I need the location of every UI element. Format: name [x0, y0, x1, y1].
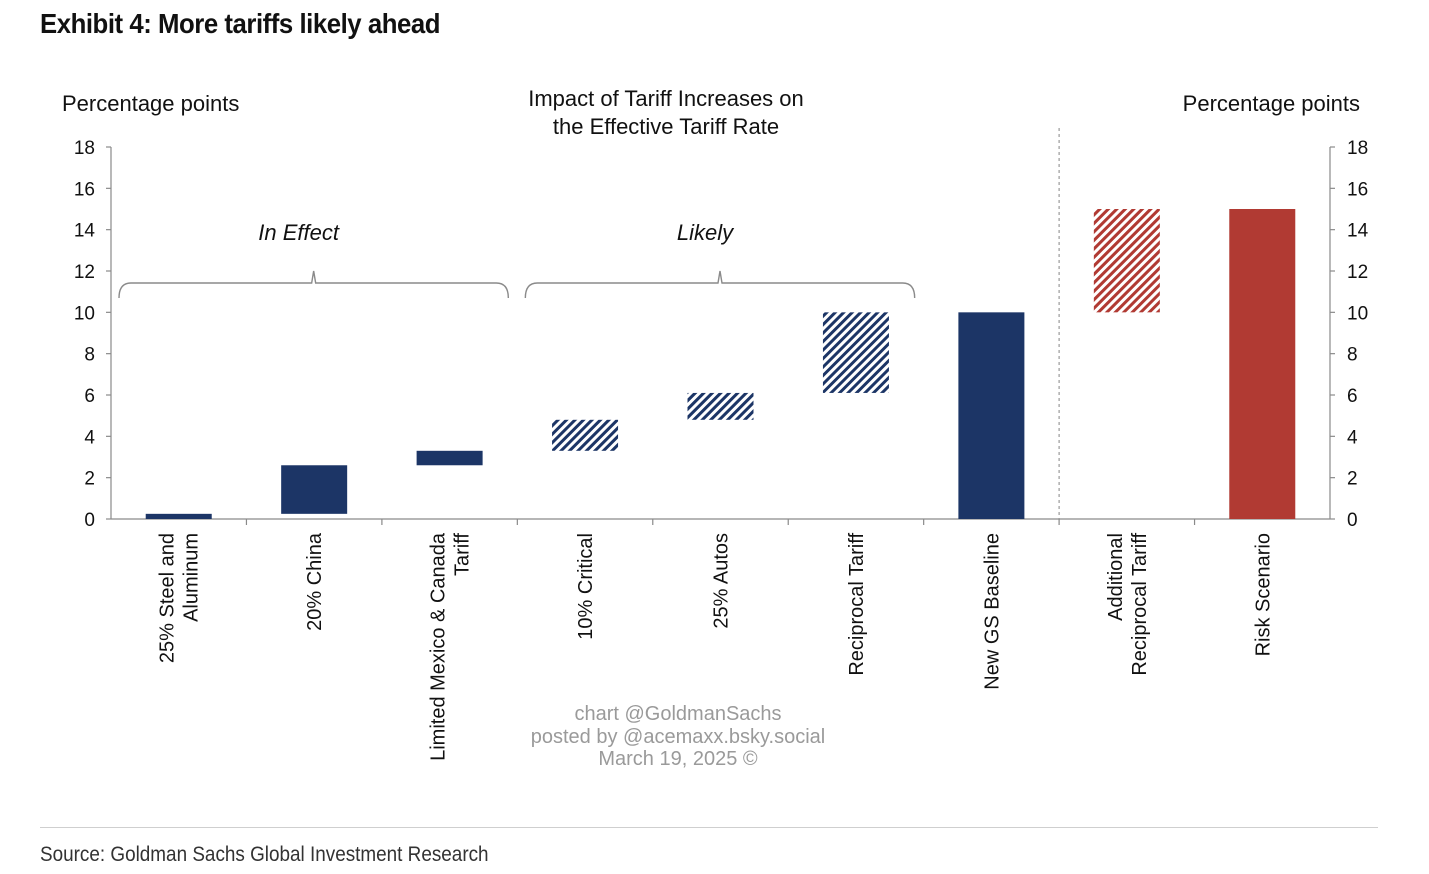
y-tick-label-left: 14	[74, 221, 96, 242]
y-axis-label-left: Percentage points	[62, 91, 239, 116]
y-tick-label-left: 6	[84, 386, 95, 407]
footer-divider	[40, 827, 1378, 828]
bar-6	[822, 312, 889, 393]
y-tick-label-left: 12	[74, 262, 95, 283]
bars	[145, 209, 1296, 519]
category-label: Risk Scenario	[1252, 533, 1274, 656]
y-axis-label-right: Percentage points	[1183, 91, 1360, 116]
watermark: chart @GoldmanSachs posted by @acemaxx.b…	[531, 703, 826, 770]
group-bracket	[118, 270, 510, 299]
bar-9	[1229, 209, 1296, 519]
axes: 0 0 2 2 4 4 6 6 8 8 10 10 12 12 14 14 16 16 18 18	[74, 128, 1369, 531]
category-label: 25% Steel and	[157, 533, 179, 663]
group-label: In Effect	[258, 220, 340, 245]
y-tick-label-left: 10	[74, 303, 95, 324]
exhibit-title: Exhibit 4: More tariffs likely ahead	[40, 8, 441, 39]
y-tick-label-left: 18	[74, 138, 95, 159]
bar-5	[687, 392, 754, 420]
chart-title-line-1: Impact of Tariff Increases on	[528, 86, 804, 111]
bar-7	[958, 312, 1025, 519]
watermark-line-1: chart @GoldmanSachs	[574, 703, 781, 725]
group-label: Likely	[677, 220, 735, 245]
category-labels: 25% Steel and Aluminum 20% China Limited Me…	[157, 532, 1275, 761]
category-label: Limited Mexico & Canada	[428, 532, 450, 761]
bar-3	[416, 450, 483, 466]
source-note: Source: Goldman Sachs Global Investment …	[40, 843, 489, 866]
bar-1	[145, 513, 212, 519]
group-brackets: In Effect Likely	[118, 220, 916, 299]
category-label: New GS Baseline	[981, 533, 1003, 690]
category-label: 10% Critical	[575, 533, 597, 640]
category-label: Reciprocal Tariff	[1129, 533, 1151, 676]
category-label: Additional	[1105, 533, 1127, 621]
y-tick-label-right: 8	[1347, 345, 1358, 366]
chart-title-line-2: the Effective Tariff Rate	[553, 114, 779, 139]
y-tick-label-left: 4	[84, 427, 95, 448]
bar-8	[1093, 209, 1160, 313]
y-tick-label-right: 18	[1347, 138, 1368, 159]
bar-2	[281, 465, 348, 514]
category-label: Aluminum	[181, 533, 203, 622]
y-tick-label-left: 8	[84, 345, 95, 366]
y-tick-label-right: 6	[1347, 386, 1358, 407]
y-tick-label-right: 14	[1347, 221, 1369, 242]
watermark-line-3: March 19, 2025 ©	[598, 748, 758, 770]
bar-4	[552, 419, 619, 451]
category-label: Tariff	[452, 533, 474, 576]
group-bracket	[524, 270, 916, 299]
y-tick-label-right: 0	[1347, 510, 1358, 531]
y-tick-label-left: 16	[74, 179, 95, 200]
y-tick-label-right: 4	[1347, 427, 1358, 448]
category-label: 25% Autos	[711, 533, 733, 629]
y-tick-label-left: 0	[84, 510, 95, 531]
watermark-line-2: posted by @acemaxx.bsky.social	[531, 726, 826, 748]
category-label: Reciprocal Tariff	[846, 533, 868, 676]
y-tick-label-right: 2	[1347, 469, 1358, 490]
y-tick-label-right: 10	[1347, 303, 1368, 324]
y-tick-label-right: 12	[1347, 262, 1368, 283]
y-tick-label-left: 2	[84, 469, 95, 490]
y-tick-label-right: 16	[1347, 179, 1368, 200]
category-label: 20% China	[304, 532, 326, 631]
